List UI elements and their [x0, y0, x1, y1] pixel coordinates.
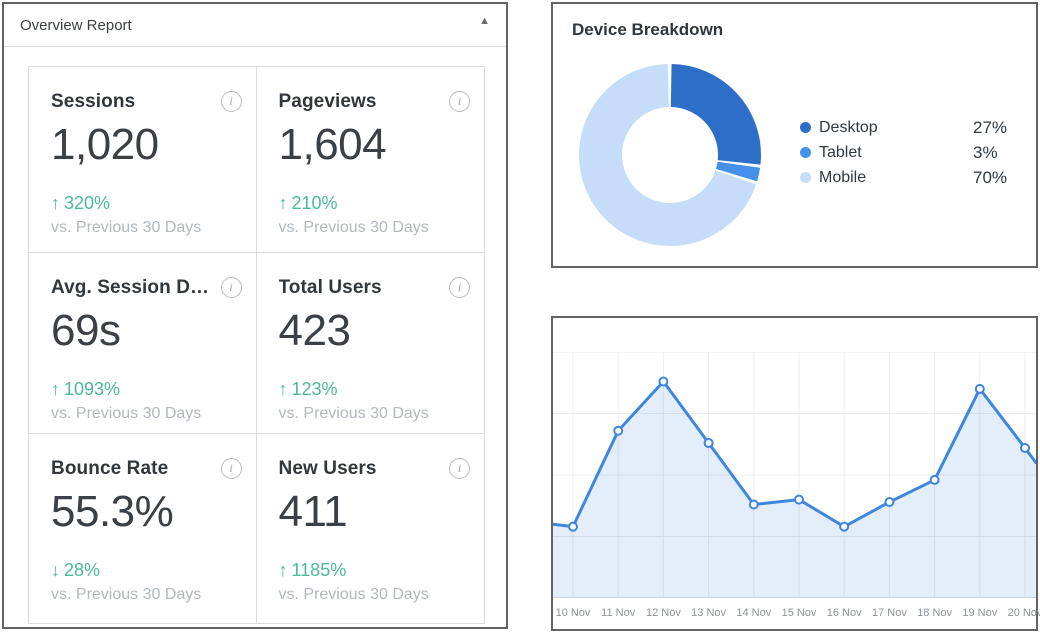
x-axis-labels: 10 Nov 11 Nov 12 Nov 13 Nov 14 Nov 15 Nov 16 N… — [553, 600, 1040, 629]
metric-label: Bounce Rate — [51, 458, 169, 479]
metric-card-total-users: Total Users i 423 ↑ 123% vs. Previous 30 … — [256, 253, 484, 434]
legend-label: Mobile — [819, 168, 867, 186]
legend-item-desktop[interactable]: Desktop 27% — [800, 115, 1007, 140]
info-icon[interactable]: i — [220, 458, 242, 479]
metric-card-new-users: New Users i 411 ↑ 1185% vs. Previous 30 D… — [257, 434, 485, 623]
metric-label: New Users — [278, 458, 377, 479]
x-tick-label: 19 Nov — [962, 607, 998, 619]
data-point-marker[interactable] — [794, 494, 804, 505]
up-arrow-icon: ↑ — [278, 193, 288, 213]
legend-percent: 70% — [973, 167, 1008, 187]
metric-value: 423 — [278, 306, 351, 355]
x-tick-label: 12 Nov — [645, 607, 681, 619]
metric-change: ↑ 320% — [51, 193, 111, 213]
x-tick-label: 18 Nov — [917, 607, 953, 619]
metric-value: 69s — [51, 306, 121, 355]
overview-report-panel: Overview Report ▲ Sessions i 1,020 ↑ 320%… — [2, 2, 508, 629]
metric-value: 1,020 — [51, 120, 159, 169]
legend-label: Tablet — [819, 143, 862, 161]
metric-label: Pageviews — [278, 91, 377, 112]
up-arrow-icon: ↑ — [278, 379, 288, 399]
data-point-marker[interactable] — [613, 425, 624, 436]
metric-comparison: vs. Previous 30 Days — [278, 405, 429, 422]
device-breakdown-title: Device Breakdown — [572, 20, 724, 39]
desktop-legend-dot-icon — [800, 122, 811, 133]
metric-card-pageviews: Pageviews i 1,604 ↑ 210% vs. Previous 30 … — [256, 67, 484, 253]
data-point-marker[interactable] — [974, 383, 985, 394]
legend-percent: 3% — [973, 142, 998, 162]
overview-report-header[interactable]: Overview Report ▲ — [4, 4, 506, 47]
data-point-marker[interactable] — [929, 474, 940, 485]
up-arrow-icon: ↑ — [51, 379, 60, 399]
data-point-marker[interactable] — [703, 438, 714, 449]
x-tick-label: 17 Nov — [871, 607, 907, 619]
legend-item-mobile[interactable]: Mobile 70% — [800, 165, 1007, 190]
x-tick-label: 13 Nov — [691, 607, 727, 619]
x-tick-label: 15 Nov — [781, 607, 817, 619]
device-donut-chart[interactable] — [579, 64, 761, 246]
mobile-legend-dot-icon — [800, 172, 811, 183]
x-tick-label: 14 Nov — [736, 607, 772, 619]
sessions-trend-card: 10 Nov 11 Nov 12 Nov 13 Nov 14 Nov 15 Nov 16 N… — [551, 316, 1040, 631]
data-point-marker[interactable] — [568, 521, 578, 532]
legend-percent: 27% — [973, 117, 1008, 137]
info-icon[interactable]: i — [449, 91, 470, 112]
metric-change: ↑ 123% — [278, 379, 338, 399]
metric-value: 55.3% — [51, 487, 174, 536]
metric-label: Total Users — [278, 277, 382, 298]
up-arrow-icon: ↑ — [278, 560, 288, 580]
device-breakdown-card: Device Breakdown Desktop 27% Tablet 3% M… — [551, 2, 1038, 268]
info-icon[interactable]: i — [449, 458, 470, 479]
metric-change: ↓ 28% — [51, 560, 101, 580]
legend-label: Desktop — [819, 118, 878, 136]
x-tick-label: 20 Nov — [1007, 607, 1040, 619]
sessions-line-chart[interactable] — [553, 352, 1036, 598]
metric-value: 411 — [278, 487, 348, 536]
x-tick-label: 10 Nov — [555, 607, 591, 619]
data-point-marker[interactable] — [1020, 442, 1030, 453]
collapse-icon[interactable]: ▲ — [479, 15, 490, 27]
data-point-marker[interactable] — [658, 376, 669, 387]
panel-title: Overview Report — [20, 16, 132, 34]
x-tick-label: 16 Nov — [826, 607, 862, 619]
data-point-marker[interactable] — [839, 521, 850, 532]
metric-comparison: vs. Previous 30 Days — [278, 219, 429, 236]
metric-card-bounce-rate: Bounce Rate i 55.3% ↓ 28% vs. Previous 30… — [29, 434, 257, 623]
metric-change: ↑ 1093% — [51, 379, 121, 399]
info-icon[interactable]: i — [449, 277, 470, 298]
metric-grid: Sessions i 1,020 ↑ 320% vs. Previous 30 D… — [28, 66, 485, 624]
metric-comparison: vs. Previous 30 Days — [51, 219, 202, 236]
area-fill — [553, 381, 1036, 598]
metric-card-sessions: Sessions i 1,020 ↑ 320% vs. Previous 30 D… — [29, 67, 257, 253]
x-tick-label: 11 Nov — [601, 607, 636, 619]
data-point-marker[interactable] — [748, 499, 759, 510]
tablet-legend-dot-icon — [800, 147, 811, 158]
down-arrow-icon: ↓ — [51, 560, 60, 580]
info-icon[interactable]: i — [220, 277, 242, 298]
metric-card-avg-session-duration: Avg. Session D… i 69s ↑ 1093% vs. Previou… — [29, 253, 257, 434]
legend-item-tablet[interactable]: Tablet 3% — [800, 140, 1000, 165]
metric-change: ↑ 210% — [278, 193, 338, 213]
data-point-marker[interactable] — [884, 497, 895, 508]
metric-comparison: vs. Previous 30 Days — [51, 586, 202, 603]
metric-value: 1,604 — [278, 120, 387, 169]
metric-label: Sessions — [51, 91, 136, 112]
metric-change: ↑ 1185% — [278, 560, 347, 580]
up-arrow-icon: ↑ — [51, 193, 60, 213]
info-icon[interactable]: i — [220, 91, 242, 112]
metric-label: Avg. Session D… — [51, 277, 210, 298]
metric-comparison: vs. Previous 30 Days — [51, 405, 202, 422]
metric-comparison: vs. Previous 30 Days — [278, 586, 429, 603]
donut-legend: Desktop 27% Tablet 3% Mobile 70% — [800, 115, 1007, 190]
